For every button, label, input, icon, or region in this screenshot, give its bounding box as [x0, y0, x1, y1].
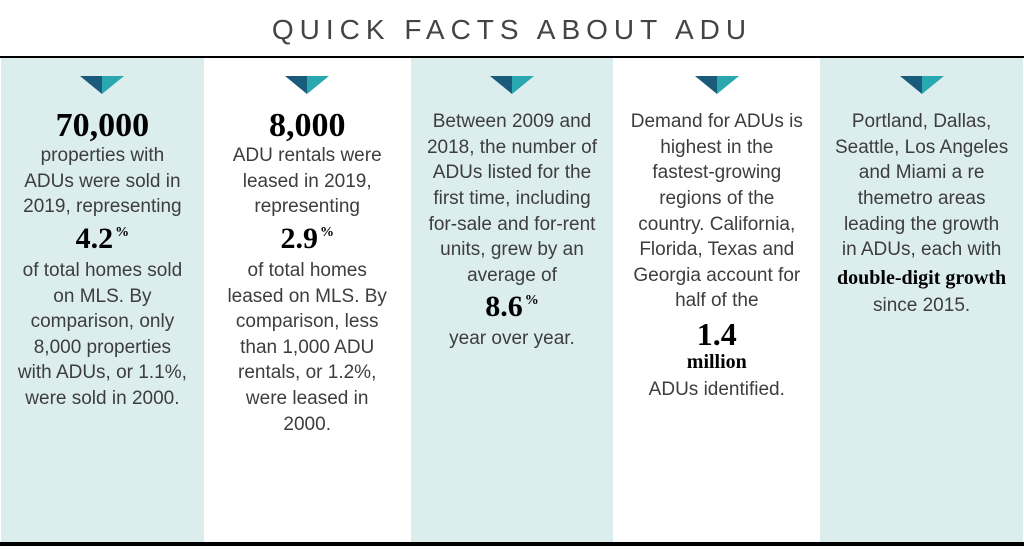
stat-percent: 2.9% [280, 224, 334, 254]
fact-card-0: 70,000properties with ADUs were sold in … [0, 58, 205, 542]
stat-number: 8,000 [269, 109, 346, 143]
fact-card-1: 8,000ADU rentals were leased in 2019, re… [205, 58, 410, 542]
cards-container: 70,000properties with ADUs were sold in … [0, 56, 1024, 546]
stat-percent: 4.2% [76, 224, 130, 254]
chevron-down-icon [285, 76, 329, 99]
header: QUICK FACTS ABOUT ADU [0, 0, 1024, 56]
fact-card-2: Between 2009 and 2018, the number of ADU… [410, 58, 615, 542]
fact-text: Between 2009 and 2018, the number of ADU… [425, 109, 600, 288]
stat-percent: 8.6% [485, 292, 539, 322]
fact-text: ADUs identified. [649, 377, 785, 403]
fact-text: of total homes sold on MLS. By compariso… [15, 258, 190, 412]
stat-phrase: double-digit growth [837, 267, 1006, 289]
chevron-down-icon [900, 76, 944, 99]
chevron-down-icon [490, 76, 534, 99]
fact-text: since 2015. [873, 293, 970, 319]
page-title: QUICK FACTS ABOUT ADU [0, 14, 1024, 46]
stat-number: 1.4million [687, 318, 747, 373]
fact-text: ADU rentals were leased in 2019, represe… [220, 143, 395, 220]
chevron-down-icon [80, 76, 124, 99]
fact-text: year over year. [449, 326, 575, 352]
fact-text: Portland, Dallas, Seattle, Los Angeles a… [834, 109, 1009, 263]
fact-card-4: Portland, Dallas, Seattle, Los Angeles a… [819, 58, 1024, 542]
fact-text: properties with ADUs were sold in 2019, … [15, 143, 190, 220]
chevron-down-icon [695, 76, 739, 99]
fact-card-3: Demand for ADUs is highest in the fastes… [614, 58, 819, 542]
fact-text: Demand for ADUs is highest in the fastes… [629, 109, 804, 314]
fact-text: of total homes leased on MLS. By compari… [220, 258, 395, 437]
stat-number: 70,000 [56, 109, 150, 143]
